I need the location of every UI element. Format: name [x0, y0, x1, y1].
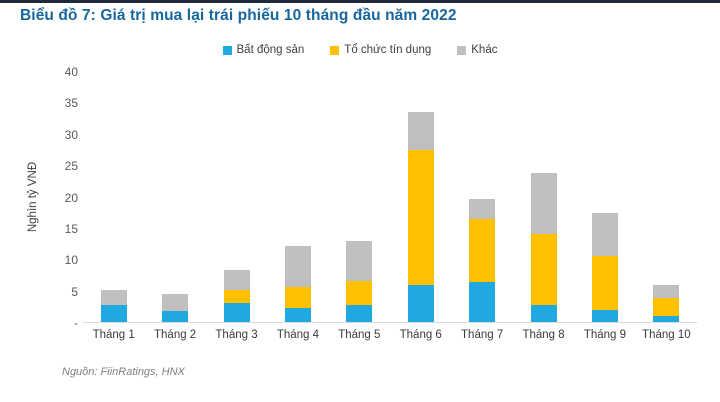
stacked-bar-thang-4 [284, 72, 311, 322]
legend-swatch-icon [457, 45, 467, 55]
bar-slot-thang-1 [83, 72, 144, 322]
bar-segment-khac [407, 112, 434, 150]
x-category-label: Tháng 8 [522, 329, 565, 341]
stacked-bar-thang-7 [469, 72, 496, 322]
bar-segment-to-chuc-tin-dung [653, 297, 680, 317]
bar-slot-thang-7 [451, 72, 512, 322]
stacked-bar-thang-9 [591, 72, 618, 322]
y-tick-label: 15 [64, 221, 78, 236]
bar-segment-to-chuc-tin-dung [223, 289, 250, 303]
chart-title: Biểu đồ 7: Giá trị mua lại trái phiếu 10… [20, 7, 457, 24]
bar-segment-khac [346, 241, 373, 281]
x-axis-category-labels: Tháng 1 Tháng 2 Tháng 3 Tháng 4 Tháng 5 Tháng… [83, 329, 697, 341]
stacked-bar-thang-1 [100, 72, 127, 322]
bar-slot-thang-8 [513, 72, 574, 322]
legend-item-khac: Khác [457, 44, 497, 56]
x-category-label: Tháng 1 [92, 329, 135, 341]
legend-swatch-icon [222, 45, 232, 55]
y-axis-tick-labels: 40 35 30 25 20 15 10 5 - [40, 65, 78, 330]
bar-slot-thang-5 [329, 72, 390, 322]
bar-segment-bat-ong-san [653, 316, 680, 322]
y-tick-label: 5 [71, 284, 78, 299]
bar-slot-thang-9 [574, 72, 635, 322]
plot-area [83, 72, 697, 323]
legend-swatch-icon [330, 45, 340, 55]
stacked-bar-thang-5 [346, 72, 373, 322]
legend-label: Bất động sản [236, 44, 305, 56]
bar-segment-bat-ong-san [223, 302, 250, 322]
bar-segment-khac [284, 246, 311, 287]
stacked-bar-thang-10 [653, 72, 680, 322]
stacked-bar-thang-2 [162, 72, 189, 322]
bar-segment-bat-ong-san [407, 284, 434, 322]
bar-segment-bat-ong-san [284, 308, 311, 322]
legend-item-bat-ong-san: Bất động sản [222, 44, 305, 56]
bar-segment-bat-ong-san [591, 310, 618, 322]
bar-segment-bat-ong-san [530, 305, 557, 322]
x-category-label: Tháng 3 [215, 329, 258, 341]
bar-segment-to-chuc-tin-dung [407, 149, 434, 285]
bar-segment-khac [469, 198, 496, 219]
bar-segment-to-chuc-tin-dung [284, 287, 311, 309]
y-tick-label: 25 [64, 159, 78, 174]
source-note: Nguồn: FiinRatings, HNX [62, 366, 185, 378]
y-tick-label: 40 [64, 65, 78, 79]
bar-segment-to-chuc-tin-dung [346, 280, 373, 306]
bar-segment-to-chuc-tin-dung [530, 233, 557, 306]
bar-slot-thang-3 [206, 72, 267, 322]
legend-label: Tổ chức tín dụng [344, 44, 432, 56]
bar-segment-khac [591, 213, 618, 256]
x-category-label: Tháng 6 [399, 329, 442, 341]
y-tick-label: 30 [64, 127, 78, 142]
x-category-label: Tháng 7 [461, 329, 504, 341]
bar-segment-bat-ong-san [346, 305, 373, 322]
legend: Bất động sản Tổ chức tín dụng Khác [0, 44, 720, 56]
top-border [0, 0, 720, 3]
stacked-bar-thang-8 [530, 72, 557, 322]
x-category-label: Tháng 10 [642, 329, 691, 341]
bar-slot-thang-2 [144, 72, 205, 322]
y-tick-label: 10 [64, 253, 78, 268]
bar-segment-to-chuc-tin-dung [591, 255, 618, 311]
legend-item-to-chuc-tin-dung: Tổ chức tín dụng [330, 44, 431, 56]
bar-slot-thang-10 [636, 72, 697, 322]
bar-segment-bat-ong-san [469, 282, 496, 322]
bar-segment-bat-ong-san [100, 305, 127, 322]
bar-segment-khac [530, 173, 557, 234]
legend-label: Khác [471, 44, 498, 56]
x-category-label: Tháng 9 [583, 329, 627, 341]
y-tick-label: 20 [64, 190, 78, 205]
x-category-label: Tháng 2 [154, 329, 197, 341]
bar-segment-khac [223, 269, 250, 290]
y-tick-label: - [74, 316, 78, 330]
x-category-label: Tháng 5 [338, 329, 381, 341]
stacked-bar-thang-3 [223, 72, 250, 322]
bar-segment-khac [653, 285, 680, 298]
y-axis-title: Nghìn tỷ VNĐ [27, 161, 39, 233]
bar-slot-thang-6 [390, 72, 451, 322]
bar-slot-thang-4 [267, 72, 328, 322]
stacked-bar-thang-6 [407, 72, 434, 322]
bar-segment-khac [100, 289, 127, 306]
bar-segment-to-chuc-tin-dung [469, 218, 496, 282]
bar-segment-khac [162, 293, 189, 312]
y-tick-label: 35 [64, 96, 78, 111]
bar-segment-bat-ong-san [162, 311, 189, 322]
x-category-label: Tháng 4 [276, 329, 320, 341]
